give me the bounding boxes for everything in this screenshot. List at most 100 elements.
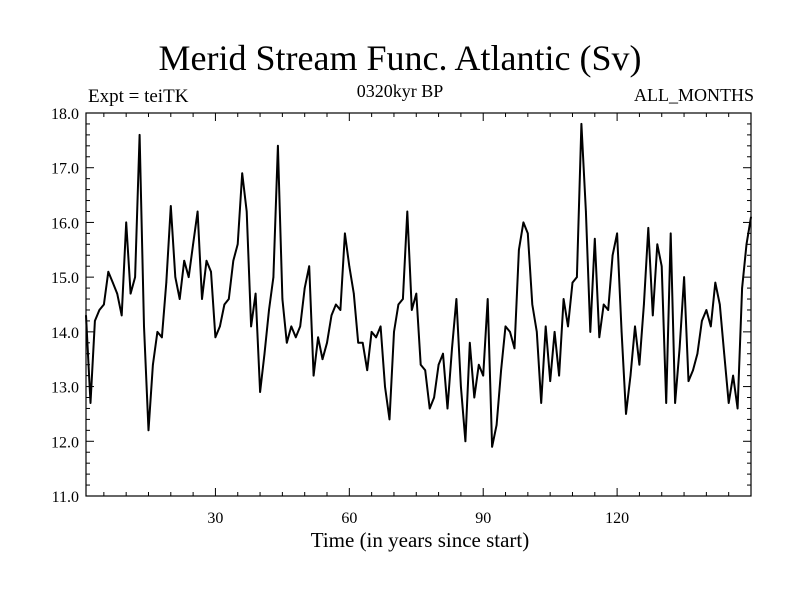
- data-point: [692, 369, 694, 372]
- data-point: [544, 325, 547, 328]
- data-point: [375, 336, 377, 339]
- x-tick-label: 120: [605, 510, 629, 527]
- data-point: [620, 331, 623, 333]
- data-point: [129, 292, 132, 295]
- data-point: [540, 402, 542, 404]
- data-point: [219, 325, 221, 328]
- data-point: [107, 270, 110, 273]
- data-point: [491, 446, 493, 448]
- data-point: [205, 259, 208, 262]
- data-point: [710, 325, 712, 328]
- data-point: [210, 270, 212, 273]
- data-point: [652, 314, 654, 317]
- data-point: [335, 303, 337, 306]
- data-point: [536, 331, 538, 333]
- data-point: [103, 303, 105, 306]
- data-point: [616, 232, 618, 235]
- data-point: [201, 298, 203, 300]
- data-point: [558, 374, 560, 377]
- data-point: [402, 298, 404, 300]
- data-point: [504, 325, 507, 328]
- data-point: [165, 281, 168, 284]
- data-point: [89, 402, 92, 404]
- data-point: [634, 325, 636, 328]
- data-point: [125, 221, 127, 224]
- y-tick-label: 12.0: [51, 434, 79, 451]
- data-point: [473, 396, 476, 399]
- x-axis-label: Time (in years since start): [310, 528, 530, 552]
- data-point: [638, 363, 641, 366]
- data-point: [295, 336, 297, 339]
- data-point: [500, 369, 502, 372]
- x-tick-label: 30: [207, 510, 223, 527]
- data-point: [455, 298, 458, 300]
- data-point: [259, 391, 261, 393]
- data-point: [134, 276, 136, 278]
- y-tick-label: 17.0: [51, 161, 79, 178]
- data-point: [482, 374, 485, 377]
- data-point: [254, 292, 257, 295]
- plot-frame: [85, 112, 752, 497]
- y-tick-label: 16.0: [51, 215, 79, 232]
- data-point: [580, 123, 583, 125]
- data-point: [446, 407, 449, 410]
- data-point: [339, 309, 342, 311]
- data-point: [719, 303, 721, 306]
- y-tick-label: 18.0: [51, 106, 79, 123]
- chart-title: Merid Stream Func. Atlantic (Sv): [158, 38, 642, 78]
- data-point: [460, 385, 462, 388]
- data-point: [116, 292, 118, 295]
- data-point: [424, 369, 427, 372]
- data-point: [384, 385, 386, 388]
- data-point: [299, 325, 302, 328]
- data-point: [567, 325, 569, 328]
- data-point: [513, 347, 516, 350]
- data-point: [277, 145, 279, 147]
- data-point: [353, 292, 355, 295]
- data-point: [576, 276, 578, 278]
- x-tick-label: 60: [341, 510, 357, 527]
- data-point: [236, 243, 239, 246]
- y-tick-label: 15.0: [51, 270, 79, 287]
- data-point: [286, 342, 288, 344]
- data-point: [553, 331, 556, 333]
- data-point: [437, 363, 440, 366]
- data-point: [361, 342, 364, 344]
- data-point: [326, 342, 328, 344]
- data-point: [594, 238, 596, 240]
- data-point: [687, 380, 690, 382]
- data-point: [281, 298, 284, 300]
- data-point: [366, 369, 369, 372]
- data-point: [701, 320, 703, 322]
- y-axis: 11.0 12.0 13.0 14.0 15.0 16.0 17.0 18.0: [51, 106, 751, 506]
- data-point: [732, 374, 734, 377]
- period-label: 0320kyr BP: [356, 81, 444, 101]
- data-point: [696, 352, 699, 355]
- data-point: [741, 287, 743, 289]
- data-point: [607, 309, 609, 311]
- data-point: [531, 303, 534, 306]
- data-point: [665, 402, 667, 404]
- y-tick-label: 11.0: [52, 489, 79, 506]
- data-point: [250, 325, 252, 328]
- data-point: [750, 216, 752, 218]
- data-point: [464, 440, 467, 443]
- data-point: [518, 249, 520, 251]
- data-point: [112, 281, 114, 284]
- x-axis: 30 60 90 120: [103, 113, 752, 527]
- data-point: [419, 363, 422, 366]
- data-series: [85, 122, 752, 448]
- data-point: [611, 254, 614, 257]
- data-point: [85, 314, 87, 317]
- data-point: [214, 336, 217, 339]
- data-point: [178, 298, 181, 300]
- data-point: [727, 402, 730, 404]
- data-point: [433, 396, 435, 399]
- data-point: [268, 309, 270, 311]
- data-point: [509, 331, 511, 333]
- data-point: [736, 407, 739, 410]
- data-point: [290, 325, 293, 328]
- data-point: [312, 374, 315, 377]
- data-point: [442, 352, 444, 355]
- data-point: [486, 298, 489, 300]
